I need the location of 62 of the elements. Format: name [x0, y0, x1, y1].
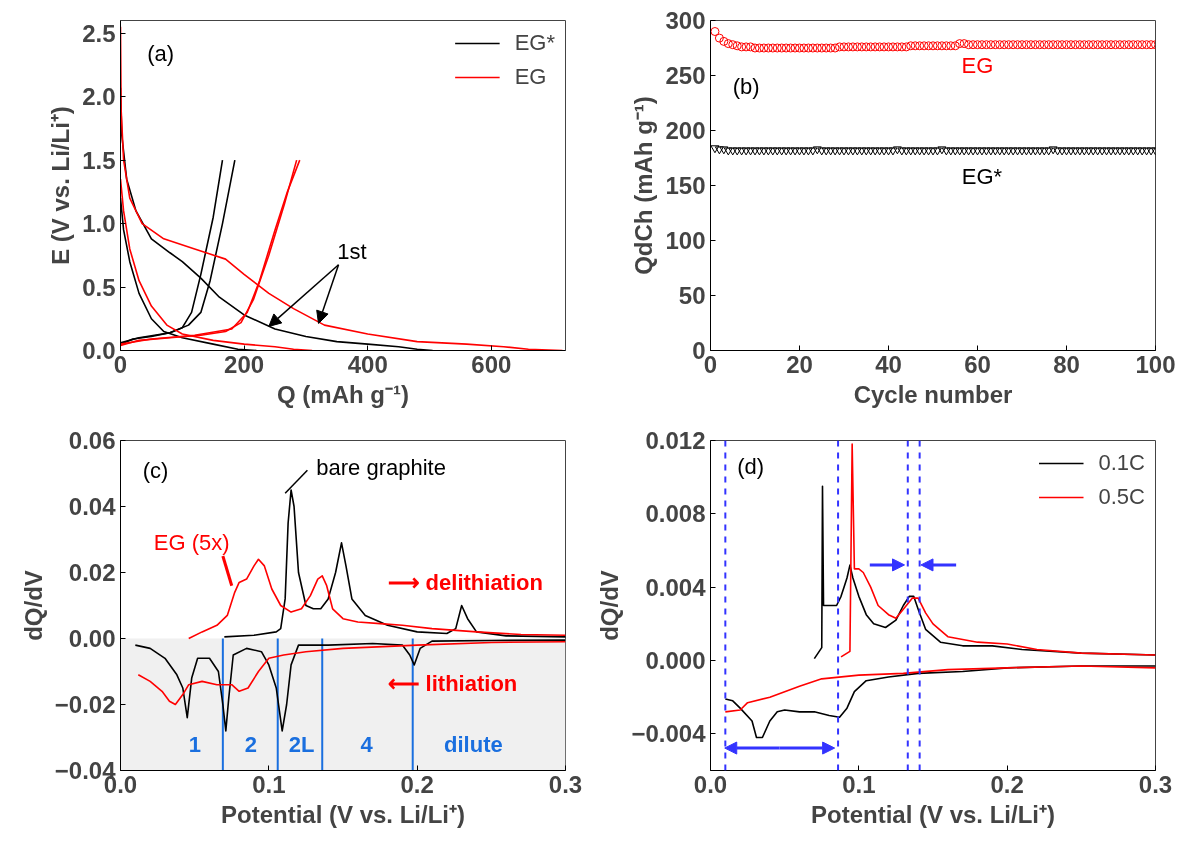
annotation: (b) — [732, 74, 760, 99]
y-axis-title: E (V vs. Li/Li⁺) — [47, 106, 75, 265]
x-tick-label: 0.2 — [990, 770, 1024, 798]
x-tick-label: 0.2 — [400, 770, 434, 798]
y-tick-label: 0.000 — [645, 647, 706, 674]
x-tick-label: 200 — [224, 350, 265, 378]
legend-label: EG* — [514, 30, 555, 56]
y-tick-label: 200 — [665, 117, 706, 144]
x-tick-label: 100 — [1135, 350, 1176, 378]
x-tick-label: 0.3 — [548, 770, 583, 798]
annotation: dilute — [444, 731, 503, 757]
annotation: ⟶ delithiation — [387, 569, 543, 595]
series-label: EG — [961, 52, 994, 78]
annotation: 2 — [244, 731, 258, 757]
legend-label: 0.1C — [1098, 450, 1145, 476]
y-tick-label: 0.008 — [645, 500, 706, 528]
y-tick-label: 150 — [665, 172, 706, 199]
y-axis-title: QdCh (mAh g⁻¹) — [630, 96, 658, 275]
y-tick-label: −0.02 — [54, 691, 116, 718]
legend-label: EG — [514, 64, 547, 90]
annotation: 1st — [337, 239, 367, 264]
y-tick-label: 1.5 — [82, 146, 116, 174]
y-axis-title: dQ/dV — [19, 570, 47, 641]
y-tick-label: 2.5 — [82, 19, 116, 47]
y-tick-label: 300 — [665, 7, 706, 34]
y-tick-label: 0.04 — [68, 493, 117, 520]
x-tick-label: 0.1 — [842, 770, 876, 798]
y-tick-label: 1.0 — [82, 210, 116, 238]
y-tick-label: 0.012 — [645, 427, 706, 454]
x-tick-label: 0.1 — [252, 770, 286, 798]
legend-label: 0.5C — [1098, 484, 1145, 510]
x-axis-title: Q (mAh g⁻¹) — [277, 380, 409, 408]
legend-label: bare graphite — [316, 455, 446, 481]
annotation: (d) — [737, 454, 765, 480]
annotation: (a) — [147, 41, 175, 66]
annotation: (c) — [142, 457, 169, 483]
x-tick-label: 40 — [875, 350, 902, 378]
y-tick-label: 0.02 — [68, 559, 116, 586]
x-tick-label: 60 — [964, 350, 991, 378]
y-tick-label: 0.06 — [68, 427, 116, 454]
y-tick-label: 50 — [678, 282, 706, 309]
y-tick-label: −0.004 — [631, 720, 707, 748]
x-axis-title: Potential (V vs. Li/Li⁺) — [220, 800, 466, 828]
x-tick-label: 0.3 — [1138, 770, 1173, 798]
x-tick-label: 600 — [471, 350, 512, 378]
y-tick-label: 100 — [665, 227, 706, 254]
x-tick-label: 80 — [1053, 350, 1080, 378]
y-tick-label: 0.5 — [82, 273, 116, 301]
y-tick-label: 2.0 — [82, 83, 116, 111]
y-axis-title: dQ/dV — [596, 570, 624, 641]
x-tick-label: 20 — [786, 350, 813, 378]
y-tick-label: 250 — [665, 62, 706, 89]
x-tick-label: 400 — [347, 350, 388, 378]
y-tick-label: 0.004 — [645, 573, 707, 601]
series-label: EG (5x) — [153, 530, 230, 556]
x-axis-title: Potential (V vs. Li/Li⁺) — [810, 800, 1056, 828]
series-label: EG* — [961, 164, 1003, 190]
x-axis-title: Cycle number — [853, 380, 1013, 408]
annotation: 2L — [288, 731, 315, 757]
y-tick-label: 0.00 — [68, 625, 116, 652]
annotation: 1 — [188, 731, 201, 757]
annotation: 4 — [360, 731, 374, 757]
